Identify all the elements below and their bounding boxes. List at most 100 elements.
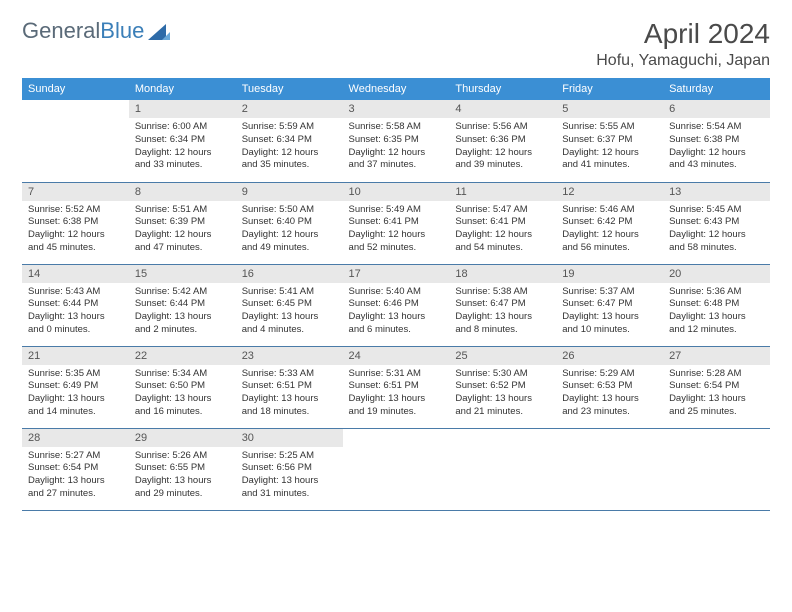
day-number: 1: [129, 100, 236, 118]
calendar-cell: 14Sunrise: 5:43 AMSunset: 6:44 PMDayligh…: [22, 264, 129, 346]
calendar-cell: 11Sunrise: 5:47 AMSunset: 6:41 PMDayligh…: [449, 182, 556, 264]
day-number: 23: [236, 347, 343, 365]
calendar-cell: 30Sunrise: 5:25 AMSunset: 6:56 PMDayligh…: [236, 428, 343, 510]
day-data: Sunrise: 5:29 AMSunset: 6:53 PMDaylight:…: [556, 365, 663, 422]
calendar-cell: 29Sunrise: 5:26 AMSunset: 6:55 PMDayligh…: [129, 428, 236, 510]
calendar-week: 1Sunrise: 6:00 AMSunset: 6:34 PMDaylight…: [22, 100, 770, 182]
day-number: 9: [236, 183, 343, 201]
title-block: April 2024 Hofu, Yamaguchi, Japan: [596, 18, 770, 70]
day-header: Wednesday: [343, 78, 450, 100]
day-data: Sunrise: 5:50 AMSunset: 6:40 PMDaylight:…: [236, 201, 343, 258]
empty-day: [449, 429, 556, 447]
calendar-cell: 25Sunrise: 5:30 AMSunset: 6:52 PMDayligh…: [449, 346, 556, 428]
logo-text: GeneralBlue: [22, 18, 144, 44]
day-data: Sunrise: 5:35 AMSunset: 6:49 PMDaylight:…: [22, 365, 129, 422]
empty-day: [22, 100, 129, 118]
day-data: Sunrise: 5:38 AMSunset: 6:47 PMDaylight:…: [449, 283, 556, 340]
calendar-cell: 4Sunrise: 5:56 AMSunset: 6:36 PMDaylight…: [449, 100, 556, 182]
day-data: Sunrise: 5:59 AMSunset: 6:34 PMDaylight:…: [236, 118, 343, 175]
day-data: Sunrise: 5:42 AMSunset: 6:44 PMDaylight:…: [129, 283, 236, 340]
day-number: 26: [556, 347, 663, 365]
day-number: 17: [343, 265, 450, 283]
day-data: Sunrise: 5:25 AMSunset: 6:56 PMDaylight:…: [236, 447, 343, 504]
day-data: Sunrise: 5:45 AMSunset: 6:43 PMDaylight:…: [663, 201, 770, 258]
day-number: 3: [343, 100, 450, 118]
day-data: Sunrise: 5:40 AMSunset: 6:46 PMDaylight:…: [343, 283, 450, 340]
calendar-cell: 12Sunrise: 5:46 AMSunset: 6:42 PMDayligh…: [556, 182, 663, 264]
day-number: 13: [663, 183, 770, 201]
calendar-cell: 24Sunrise: 5:31 AMSunset: 6:51 PMDayligh…: [343, 346, 450, 428]
logo-triangle-icon: [148, 22, 170, 40]
day-header: Saturday: [663, 78, 770, 100]
calendar-cell: 27Sunrise: 5:28 AMSunset: 6:54 PMDayligh…: [663, 346, 770, 428]
calendar-cell: 9Sunrise: 5:50 AMSunset: 6:40 PMDaylight…: [236, 182, 343, 264]
day-header: Sunday: [22, 78, 129, 100]
calendar-cell: 15Sunrise: 5:42 AMSunset: 6:44 PMDayligh…: [129, 264, 236, 346]
calendar-week: 14Sunrise: 5:43 AMSunset: 6:44 PMDayligh…: [22, 264, 770, 346]
calendar-cell: 5Sunrise: 5:55 AMSunset: 6:37 PMDaylight…: [556, 100, 663, 182]
day-data: Sunrise: 5:46 AMSunset: 6:42 PMDaylight:…: [556, 201, 663, 258]
day-number: 19: [556, 265, 663, 283]
day-number: 18: [449, 265, 556, 283]
day-data: Sunrise: 5:51 AMSunset: 6:39 PMDaylight:…: [129, 201, 236, 258]
header: GeneralBlue April 2024 Hofu, Yamaguchi, …: [22, 18, 770, 70]
logo-text-2: Blue: [100, 18, 144, 43]
day-data: Sunrise: 5:54 AMSunset: 6:38 PMDaylight:…: [663, 118, 770, 175]
calendar-cell: 20Sunrise: 5:36 AMSunset: 6:48 PMDayligh…: [663, 264, 770, 346]
day-data: Sunrise: 5:37 AMSunset: 6:47 PMDaylight:…: [556, 283, 663, 340]
day-number: 20: [663, 265, 770, 283]
day-number: 25: [449, 347, 556, 365]
day-number: 24: [343, 347, 450, 365]
day-data: Sunrise: 5:36 AMSunset: 6:48 PMDaylight:…: [663, 283, 770, 340]
day-number: 10: [343, 183, 450, 201]
month-title: April 2024: [596, 18, 770, 50]
calendar-cell: 28Sunrise: 5:27 AMSunset: 6:54 PMDayligh…: [22, 428, 129, 510]
calendar-cell: 10Sunrise: 5:49 AMSunset: 6:41 PMDayligh…: [343, 182, 450, 264]
day-number: 27: [663, 347, 770, 365]
empty-day: [343, 429, 450, 447]
day-number: 28: [22, 429, 129, 447]
calendar-cell: [449, 428, 556, 510]
day-data: Sunrise: 5:34 AMSunset: 6:50 PMDaylight:…: [129, 365, 236, 422]
day-header: Monday: [129, 78, 236, 100]
day-number: 22: [129, 347, 236, 365]
calendar-cell: 16Sunrise: 5:41 AMSunset: 6:45 PMDayligh…: [236, 264, 343, 346]
calendar-cell: 19Sunrise: 5:37 AMSunset: 6:47 PMDayligh…: [556, 264, 663, 346]
empty-day: [663, 429, 770, 447]
calendar-cell: [343, 428, 450, 510]
calendar-cell: [22, 100, 129, 182]
day-data: Sunrise: 5:27 AMSunset: 6:54 PMDaylight:…: [22, 447, 129, 504]
day-number: 8: [129, 183, 236, 201]
day-number: 5: [556, 100, 663, 118]
day-header: Friday: [556, 78, 663, 100]
day-number: 30: [236, 429, 343, 447]
calendar-cell: 18Sunrise: 5:38 AMSunset: 6:47 PMDayligh…: [449, 264, 556, 346]
calendar-cell: 17Sunrise: 5:40 AMSunset: 6:46 PMDayligh…: [343, 264, 450, 346]
day-data: Sunrise: 5:28 AMSunset: 6:54 PMDaylight:…: [663, 365, 770, 422]
day-data: Sunrise: 5:47 AMSunset: 6:41 PMDaylight:…: [449, 201, 556, 258]
day-data: Sunrise: 5:31 AMSunset: 6:51 PMDaylight:…: [343, 365, 450, 422]
day-number: 12: [556, 183, 663, 201]
day-data: Sunrise: 5:43 AMSunset: 6:44 PMDaylight:…: [22, 283, 129, 340]
calendar-cell: 21Sunrise: 5:35 AMSunset: 6:49 PMDayligh…: [22, 346, 129, 428]
day-number: 7: [22, 183, 129, 201]
day-data: Sunrise: 5:55 AMSunset: 6:37 PMDaylight:…: [556, 118, 663, 175]
day-number: 6: [663, 100, 770, 118]
calendar-cell: [663, 428, 770, 510]
day-number: 16: [236, 265, 343, 283]
calendar-cell: 22Sunrise: 5:34 AMSunset: 6:50 PMDayligh…: [129, 346, 236, 428]
calendar-cell: 26Sunrise: 5:29 AMSunset: 6:53 PMDayligh…: [556, 346, 663, 428]
day-number: 14: [22, 265, 129, 283]
calendar-table: SundayMondayTuesdayWednesdayThursdayFrid…: [22, 78, 770, 511]
day-number: 2: [236, 100, 343, 118]
calendar-week: 21Sunrise: 5:35 AMSunset: 6:49 PMDayligh…: [22, 346, 770, 428]
day-data: Sunrise: 6:00 AMSunset: 6:34 PMDaylight:…: [129, 118, 236, 175]
calendar-cell: 23Sunrise: 5:33 AMSunset: 6:51 PMDayligh…: [236, 346, 343, 428]
day-header: Tuesday: [236, 78, 343, 100]
logo: GeneralBlue: [22, 18, 170, 44]
day-number: 4: [449, 100, 556, 118]
calendar-week: 7Sunrise: 5:52 AMSunset: 6:38 PMDaylight…: [22, 182, 770, 264]
day-header: Thursday: [449, 78, 556, 100]
day-data: Sunrise: 5:41 AMSunset: 6:45 PMDaylight:…: [236, 283, 343, 340]
day-data: Sunrise: 5:58 AMSunset: 6:35 PMDaylight:…: [343, 118, 450, 175]
